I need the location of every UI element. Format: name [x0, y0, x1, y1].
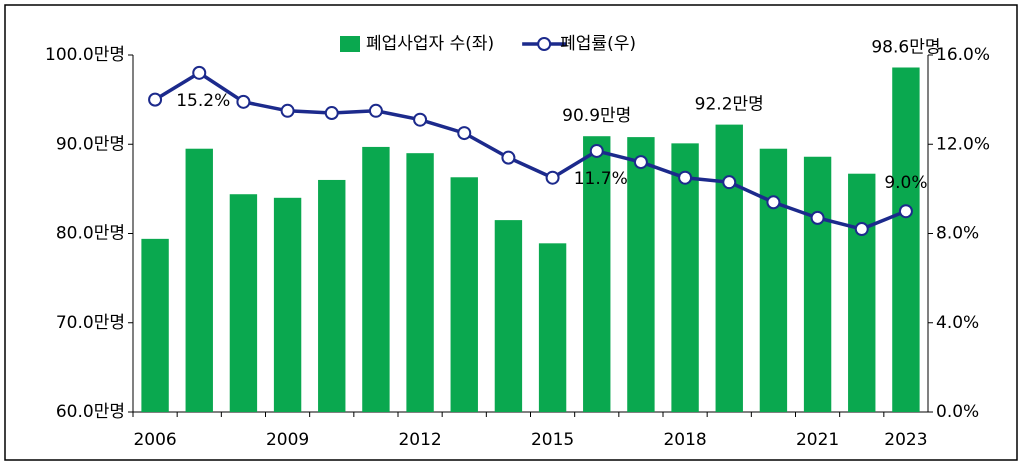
line-marker [501, 150, 516, 165]
y2-tick-label: 12.0% [936, 134, 990, 154]
line-marker [192, 65, 207, 80]
bar [538, 243, 567, 412]
bar [318, 179, 346, 412]
line-marker [898, 204, 913, 219]
bar [715, 124, 743, 413]
bar [406, 153, 434, 413]
line-value-label: 11.7% [574, 169, 628, 189]
bar [671, 143, 699, 413]
x-tick-label: 2006 [133, 430, 176, 450]
bar [848, 173, 876, 412]
x-tick-label: 2018 [663, 430, 706, 450]
bar [229, 194, 258, 412]
line-value-label: 15.2% [176, 91, 230, 111]
bar [450, 177, 478, 412]
line-marker [324, 106, 339, 121]
y2-tick-label: 4.0% [936, 313, 979, 333]
y-tick-label: 70.0만명 [56, 313, 125, 333]
bar [892, 67, 920, 413]
line-marker [722, 175, 737, 190]
bar [141, 238, 169, 412]
bar [185, 148, 213, 412]
line-marker [280, 103, 295, 118]
bar [803, 156, 832, 412]
y2-tick-label: 16.0% [936, 45, 990, 65]
x-tick-label: 2023 [884, 430, 927, 450]
bar-value-label: 92.2만명 [695, 95, 764, 115]
bar [273, 197, 302, 412]
line-marker [633, 155, 648, 170]
line-value-label: 9.0% [884, 173, 927, 193]
bar-value-label: 90.9만명 [562, 106, 631, 126]
bar-value-label: 98.6만명 [871, 37, 940, 57]
y-tick-label: 100.0만명 [45, 45, 125, 65]
bar [494, 220, 523, 412]
line-marker [457, 126, 472, 141]
line-marker [678, 170, 693, 185]
y-tick-label: 80.0만명 [56, 224, 125, 244]
line-marker [810, 210, 825, 225]
line-marker [545, 170, 560, 185]
line-marker [589, 143, 604, 158]
line-marker [413, 112, 428, 127]
bar [362, 146, 390, 413]
bar [759, 148, 788, 412]
y2-tick-label: 0.0% [936, 402, 979, 422]
x-tick-label: 2021 [796, 430, 839, 450]
bar [627, 137, 655, 413]
legend-marker [537, 37, 552, 51]
x-tick-label: 2009 [266, 430, 309, 450]
x-tick-label: 2015 [531, 430, 574, 450]
y2-tick-label: 8.0% [936, 224, 979, 244]
x-tick-label: 2012 [398, 430, 441, 450]
line-marker [236, 94, 251, 109]
y-tick-label: 90.0만명 [56, 134, 125, 154]
line-marker [854, 222, 869, 237]
y-tick-label: 60.0만명 [56, 402, 125, 422]
line-marker [148, 92, 163, 107]
bar [583, 136, 611, 412]
line-marker [368, 103, 383, 118]
legend-label: 폐업률(우) [560, 34, 636, 54]
legend-swatch [340, 36, 360, 52]
legend-label: 폐업사업자 수(좌) [366, 34, 494, 54]
line [154, 70, 907, 231]
line-marker [766, 195, 781, 210]
